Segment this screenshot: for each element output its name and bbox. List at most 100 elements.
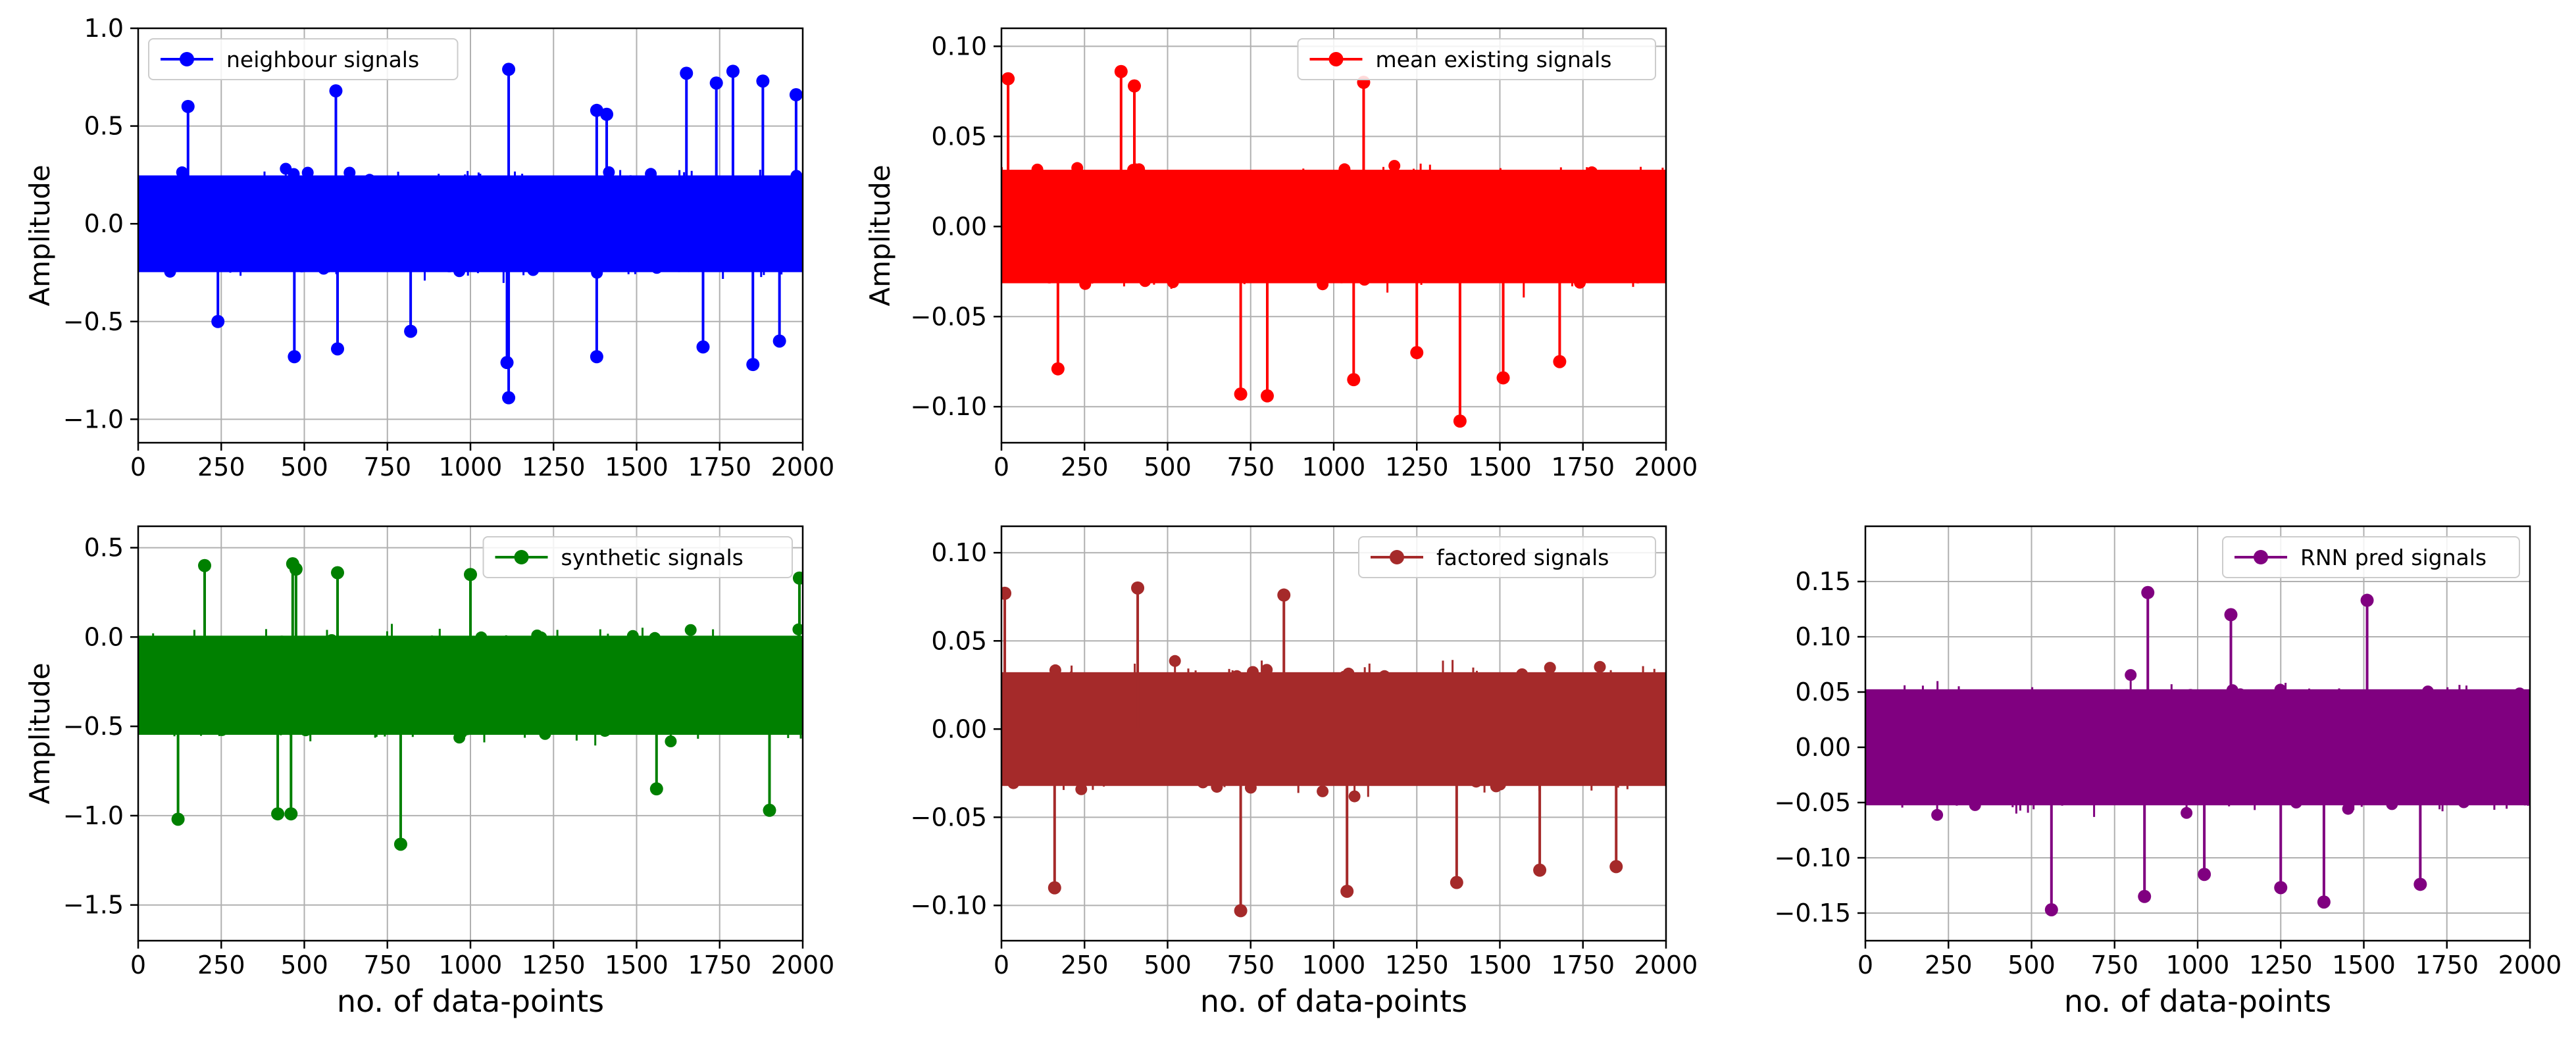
x-tick-label: 1500 <box>1468 453 1532 482</box>
x-tick-label: 1250 <box>1385 951 1449 980</box>
peak-marker <box>1496 371 1510 385</box>
legend-box <box>1358 536 1656 578</box>
x-tick-label: 1500 <box>2332 951 2396 980</box>
x-tick-label: 2000 <box>771 951 835 980</box>
y-tick-label: −0.10 <box>911 392 987 421</box>
x-tick-label: 750 <box>1226 453 1275 482</box>
legend-label: mean existing signals <box>1376 47 1612 72</box>
y-tick-label: 0.05 <box>1795 678 1851 707</box>
peak-marker <box>1410 346 1424 360</box>
peak-marker <box>590 350 603 364</box>
peak-marker <box>1234 904 1248 918</box>
x-tick-label: 500 <box>2008 951 2056 980</box>
x-tick-label: 1750 <box>1551 453 1615 482</box>
x-tick-label: 1250 <box>2249 951 2313 980</box>
y-tick-label: −0.10 <box>911 891 987 920</box>
x-tick-label: 1000 <box>439 951 503 980</box>
peak-marker <box>2224 608 2238 622</box>
y-tick-label: 0.15 <box>1795 567 1851 596</box>
x-tick-label: 250 <box>1061 453 1109 482</box>
series-mean-existing <box>1001 64 1666 428</box>
peak-marker <box>211 314 225 328</box>
x-tick-label: 1750 <box>688 453 751 482</box>
peak-marker <box>1340 884 1354 898</box>
x-tick-label: 0 <box>130 951 146 980</box>
peak-marker <box>271 807 285 821</box>
x-tick-label: 1750 <box>1551 951 1615 980</box>
y-tick-label: 0.10 <box>931 538 987 567</box>
x-tick-label: 1000 <box>1302 453 1366 482</box>
peak-marker <box>1048 881 1061 895</box>
peak-marker <box>1131 581 1145 595</box>
y-tick-label: −0.5 <box>63 307 124 336</box>
peak-marker <box>2317 895 2331 909</box>
x-tick-label: 500 <box>1144 453 1192 482</box>
peak-marker <box>393 837 407 851</box>
x-tick-label: 0 <box>130 453 146 482</box>
peak-marker <box>709 76 723 90</box>
peak-marker <box>1234 387 1248 401</box>
peak-marker <box>2044 903 2058 916</box>
y-axis-label: Amplitude <box>864 164 896 306</box>
chart-synthetic: 0 250 500 750 1000 1250 1500 1750 2000 −1.5 −1.0 −0… <box>24 525 835 1019</box>
y-tick-label: 0.0 <box>84 209 124 238</box>
peak-marker <box>1114 64 1128 78</box>
legend-box <box>148 38 459 80</box>
x-tick-label: 1000 <box>2166 951 2230 980</box>
legend-label: neighbour signals <box>226 47 419 72</box>
x-tick-label: 750 <box>1226 951 1275 980</box>
peak-marker <box>1261 389 1274 403</box>
peak-marker <box>288 350 301 364</box>
y-tick-label: 1.0 <box>84 14 124 43</box>
chart-neighbour: 0 250 500 750 1000 1250 1500 1750 2000 −1.0 −0.5 0.… <box>24 14 834 482</box>
x-tick-label: 1500 <box>1468 951 1532 980</box>
y-tick-label: 0.5 <box>84 112 124 141</box>
peak-marker <box>649 782 663 796</box>
peak-marker <box>1001 586 1012 600</box>
chart-factored: 0 250 500 750 1000 1250 1500 1750 2000 −0.10 −0.05… <box>911 525 1698 1019</box>
peak-marker <box>1128 79 1141 93</box>
legend: RNN pred signals <box>2222 536 2520 578</box>
y-tick-label: 0.00 <box>931 212 987 241</box>
peak-marker <box>331 566 344 580</box>
legend-marker <box>180 52 194 66</box>
y-tick-label: −0.5 <box>63 712 124 741</box>
x-axis-label: no. of data-points <box>337 983 604 1019</box>
x-tick-label: 750 <box>2090 951 2138 980</box>
peak-marker <box>2138 889 2152 903</box>
peak-marker <box>1553 355 1567 368</box>
peak-marker <box>600 107 614 121</box>
y-tick-label: −0.05 <box>911 803 987 831</box>
y-tick-label: −1.0 <box>63 801 124 830</box>
y-tick-label: 0.05 <box>931 122 987 151</box>
x-axis-label: no. of data-points <box>1200 983 1467 1019</box>
x-tick-label: 1000 <box>439 453 503 482</box>
x-tick-label: 1500 <box>605 453 669 482</box>
y-tick-label: 0.0 <box>84 622 124 651</box>
x-tick-label: 2000 <box>2498 951 2562 980</box>
peak-marker <box>1001 72 1015 86</box>
legend-label: RNN pred signals <box>2300 545 2487 570</box>
peak-marker <box>329 84 343 98</box>
x-tick-label: 0 <box>994 453 1009 482</box>
peak-marker <box>1453 414 1467 428</box>
x-tick-label: 1000 <box>1302 951 1366 980</box>
legend: synthetic signals <box>482 536 793 578</box>
chart-mean-existing: 0 250 500 750 1000 1250 1500 1750 2000 −0.10 −0.05… <box>864 27 1698 482</box>
legend: neighbour signals <box>148 38 459 80</box>
peak-marker <box>2274 881 2288 895</box>
x-tick-label: 500 <box>1144 951 1192 980</box>
y-tick-label: −0.05 <box>911 302 987 331</box>
peak-marker <box>1609 860 1623 874</box>
series-factored <box>1001 581 1666 918</box>
x-tick-label: 1750 <box>688 951 751 980</box>
x-tick-label: 250 <box>197 951 245 980</box>
peak-marker <box>500 356 514 370</box>
peak-marker <box>1051 362 1065 376</box>
peak-marker <box>502 391 516 405</box>
x-tick-label: 1500 <box>605 951 669 980</box>
peak-marker <box>792 571 803 585</box>
peak-marker <box>198 558 211 572</box>
x-tick-label: 250 <box>1925 951 1973 980</box>
